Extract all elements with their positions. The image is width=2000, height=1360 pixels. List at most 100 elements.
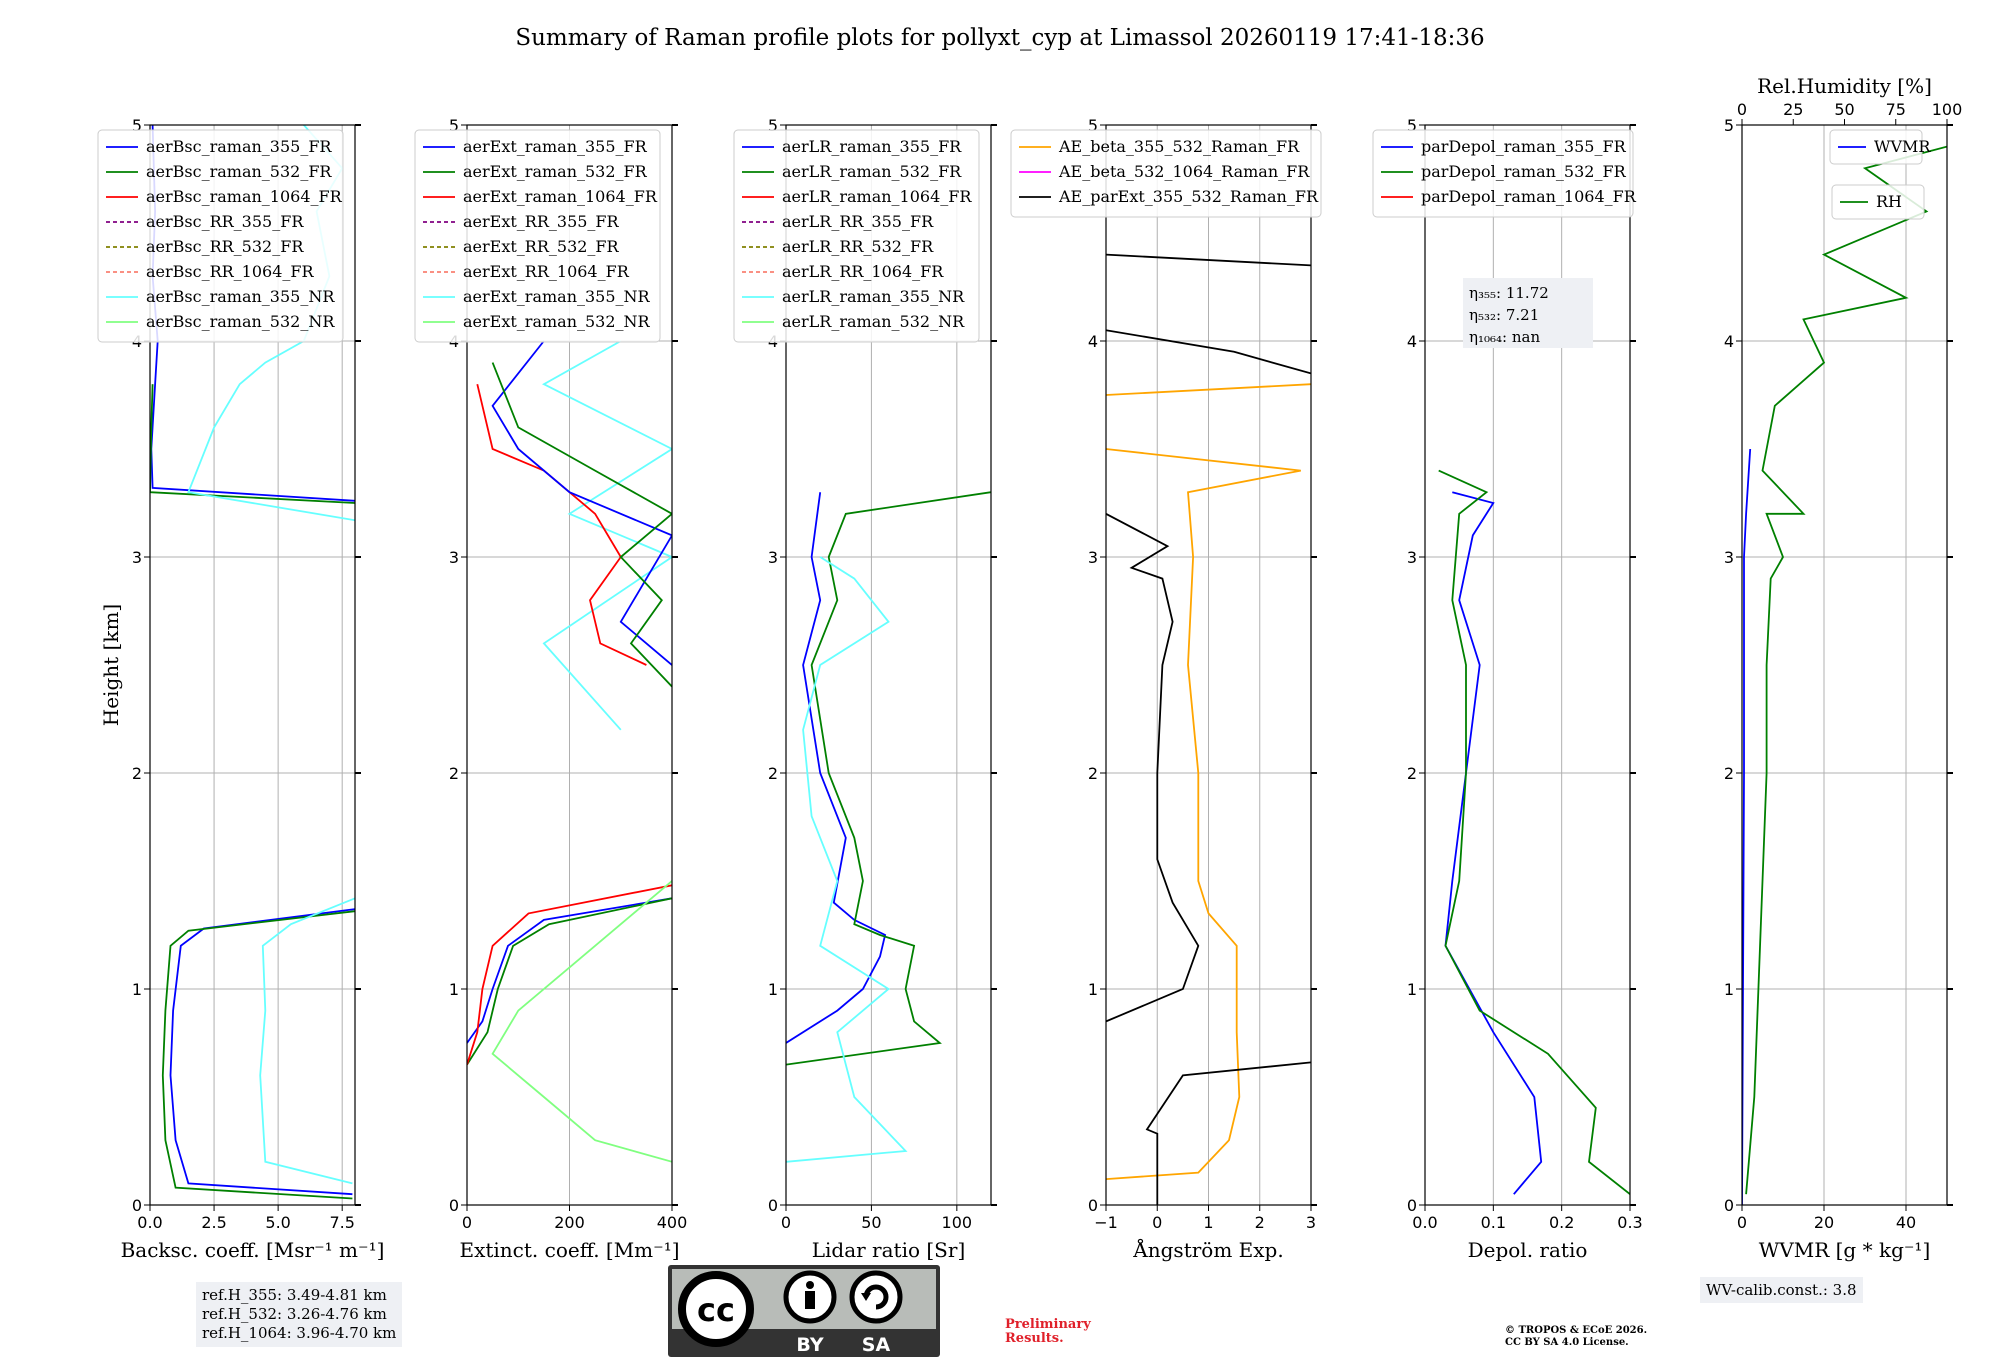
series-line-ae-parext-upper [1106,513,1200,1023]
panel-3: 050100012345Lidar ratio [Sr]aerLR_raman_… [733,116,997,1262]
legend: aerLR_raman_355_FR aerLR_raman_532_FR aerL… [733,129,980,343]
x-tick-label: 40 [1896,1213,1916,1232]
y-tick-label: 5 [768,116,778,135]
legend-entry: RH [1876,192,1902,211]
x-tick-label: 7.5 [329,1213,354,1232]
top-tick-label: 50 [1834,100,1854,119]
legend-box [1372,129,1634,218]
top-tick-label: 75 [1886,100,1906,119]
y-tick-label: 2 [1724,764,1734,783]
series-line-aerlr-raman-532-fr [786,491,991,1066]
y-tick-label: 2 [768,764,778,783]
y-tick-label: 1 [1407,980,1417,999]
axes-frame [149,124,356,1206]
panel-6: 0 20 40 0 1 2 3 4 5 WVMR [g * kg⁻¹] 0 25 50 75 100Rel.… [1724,74,1962,1262]
x-tick-label: 2.5 [201,1213,226,1232]
y-tick-label: 0 [449,1196,459,1215]
legend-entry: aerLR_raman_355_FR [782,137,962,156]
series-line-aerlr-raman-355-nr [786,556,908,1163]
ref-h-1064: ref.H_1064: 3.96-4.70 km [202,1324,397,1342]
badge-by: BY [796,1334,823,1356]
y-tick-label: 2 [449,764,459,783]
legend-entry: aerExt_raman_355_NR [463,287,651,306]
top-tick-label: 0 [1737,100,1747,119]
x-tick-label: 400 [657,1213,688,1232]
series-line-aerext-raman-1064-fr-upper [476,383,647,666]
y-axis-label: Height [km] [99,604,123,726]
legend-entry: parDepol_raman_532_FR [1421,162,1627,181]
series-line-pardepol-raman-355-fr [1444,491,1543,1195]
legend-entry: aerExt_raman_532_FR [463,162,648,181]
y-tick-label: 3 [1088,548,1098,567]
series-line-aerbsc-raman-532-fr-upper [150,384,355,504]
series-line-aerbsc-raman-355-fr [169,908,355,1196]
copyright-note: © TROPOS & ECoE 2026. CC BY SA 4.0 Licen… [1505,1325,1647,1349]
y-tick-label: 0 [1088,1196,1098,1215]
legend-box [97,129,344,343]
legend-entry: parDepol_raman_1064_FR [1421,187,1637,206]
cc-icon [678,1271,754,1347]
series-line-aerext-raman-355-fr-upper [491,340,672,666]
x-tick-label: 3 [1306,1213,1316,1232]
legend-entry: aerLR_raman_1064_FR [782,187,972,206]
y-tick-label: 5 [449,116,459,135]
y-tick-label: 1 [768,980,778,999]
y-tick-label: 0 [768,1196,778,1215]
top-tick-label: 100 [1932,100,1963,119]
panel-1: 0.02.55.07.5012345Backsc. coeff. [Msr⁻¹ … [97,116,385,1262]
y-tick-label: 3 [1407,548,1417,567]
y-tick-label: 2 [1088,764,1098,783]
svg-text:cc: cc [697,1291,735,1329]
legend-entry: aerLR_RR_1064_FR [782,262,944,281]
y-tick-label: 1 [1724,980,1734,999]
axes-frame [785,124,992,1206]
figure-title: Summary of Raman profile plots for polly… [515,25,1484,51]
series-line-aerext-raman-1064-fr [467,884,672,1065]
y-tick-label: 3 [132,548,142,567]
series-line-rh [1742,448,1752,1205]
series-line-aerbsc-raman-532-fr [161,910,355,1200]
x-tick-label: 0 [1152,1213,1162,1232]
legend-entry: aerLR_raman_532_FR [782,162,962,181]
series-group [1742,145,1947,1205]
x-tick-label: 0.2 [1549,1213,1574,1232]
y-tick-label: 4 [1088,332,1098,351]
x-axis-label: Backsc. coeff. [Msr⁻¹ m⁻¹] [121,1238,385,1262]
y-tick-label: 2 [1407,764,1417,783]
x-axis-label: WVMR [g * kg⁻¹] [1759,1238,1931,1262]
series-group [467,340,672,1163]
series-group [786,491,991,1163]
x-tick-label: 0 [1737,1213,1747,1232]
axes-frame [1741,124,1948,1206]
series-line-ae-beta-355-532-upper [1106,383,1311,396]
legend-box [1831,184,1925,220]
legend-box [1829,129,1923,165]
legend-entry: aerExt_RR_1064_FR [463,262,630,281]
legend-entry: aerBsc_raman_532_FR [146,162,332,181]
y-tick-label: 2 [132,764,142,783]
series-line-wvmr [1745,145,1947,1195]
legend-entry: aerBsc_raman_1064_FR [146,187,343,206]
legend-entry: aerBsc_RR_532_FR [146,237,304,256]
legend-box [414,129,661,343]
legend-entry: aerLR_raman_355_NR [782,287,965,306]
eta-annotation: η₁₀₆₄: nan [1469,328,1540,346]
ref-h-355: ref.H_355: 3.49-4.81 km [202,1286,387,1304]
legend-entry: aerExt_RR_532_FR [463,237,620,256]
series-line-ae-beta-355-532-raman-fr [1106,448,1301,1180]
legend-entry: aerBsc_RR_1064_FR [146,262,315,281]
badge-sa: SA [862,1334,891,1356]
y-tick-label: 4 [1724,332,1734,351]
x-axis-label: Ångström Exp. [1132,1237,1283,1262]
series-line-aerext-raman-532-fr-upper [491,362,672,688]
legend-entry: aerBsc_raman_355_NR [146,287,335,306]
series-line-ae-parext-top1 [1106,329,1311,375]
y-tick-label: 3 [449,548,459,567]
legend: WVMR RH [1829,129,1931,220]
y-tick-label: 0 [1407,1196,1417,1215]
x-tick-label: 0.0 [1412,1213,1437,1232]
reference-height-box: ref.H_355: 3.49-4.81 km ref.H_532: 3.26-… [196,1282,403,1347]
legend-entry: AE_parExt_355_532_Raman_FR [1058,187,1319,206]
y-tick-label: 3 [768,548,778,567]
